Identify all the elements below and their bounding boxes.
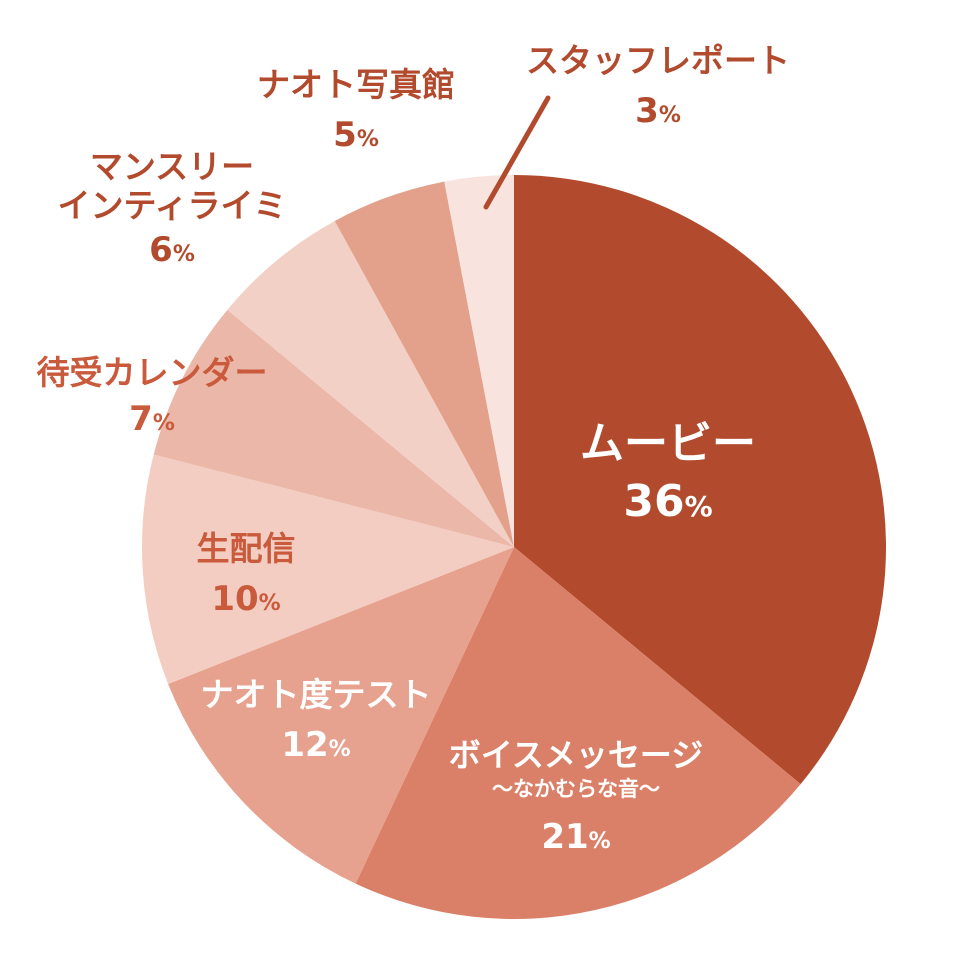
slice-name-3: 生配信 xyxy=(197,529,296,568)
slice-value-6: 5% xyxy=(333,115,379,155)
pie-slice-4 xyxy=(153,309,514,547)
slice-name-5-line-1: インティライミ xyxy=(57,186,286,225)
slice-name-1-line-1: 〜なかむらな音〜 xyxy=(492,777,660,801)
slice-value-5: 6% xyxy=(149,230,195,270)
slice-name-5: マンスリー xyxy=(90,147,254,186)
slice-label-1: ボイスメッセージ〜なかむらな音〜 21% xyxy=(449,736,703,857)
slice-label-4: 待受カレンダー 7% xyxy=(37,353,268,439)
pie-slice-3 xyxy=(142,454,515,684)
slice-value-7: 3% xyxy=(635,91,681,131)
slice-name-1: ボイスメッセージ xyxy=(449,736,703,774)
slice-label-2: ナオト度テスト 12% xyxy=(201,675,432,765)
pie-slice-1 xyxy=(355,547,801,920)
pie-slice-5 xyxy=(227,221,514,547)
pie-slice-0 xyxy=(514,175,886,785)
slice-name-4: 待受カレンダー xyxy=(37,353,268,392)
pie-slice-6 xyxy=(334,181,514,547)
slice-label-6: ナオト写真館 5% xyxy=(257,65,455,155)
slice-value-4: 7% xyxy=(129,399,175,439)
slice-value-2: 12% xyxy=(281,725,350,765)
leader-line-staff-report xyxy=(483,95,551,210)
pie-slice-2 xyxy=(168,547,514,884)
pie-labels: ムービー 36% ボイスメッセージ〜なかむらな音〜 21% ナオト度テスト 12% 生配信 1… xyxy=(37,41,791,857)
slice-name-0: ムービー xyxy=(580,418,756,469)
slice-value-1: 21% xyxy=(541,817,610,857)
slice-value-0: 36% xyxy=(623,476,712,527)
slice-label-0: ムービー 36% xyxy=(580,418,756,527)
slice-value-3: 10% xyxy=(211,579,280,619)
slice-name-7: スタッフレポート xyxy=(526,41,790,80)
slice-label-3: 生配信 10% xyxy=(197,529,296,619)
slice-label-7: スタッフレポート 3% xyxy=(526,41,790,131)
pie-slice-7 xyxy=(444,175,514,547)
slice-name-2: ナオト度テスト xyxy=(201,675,432,714)
pie-slices xyxy=(142,175,886,920)
slice-name-6: ナオト写真館 xyxy=(257,65,455,104)
